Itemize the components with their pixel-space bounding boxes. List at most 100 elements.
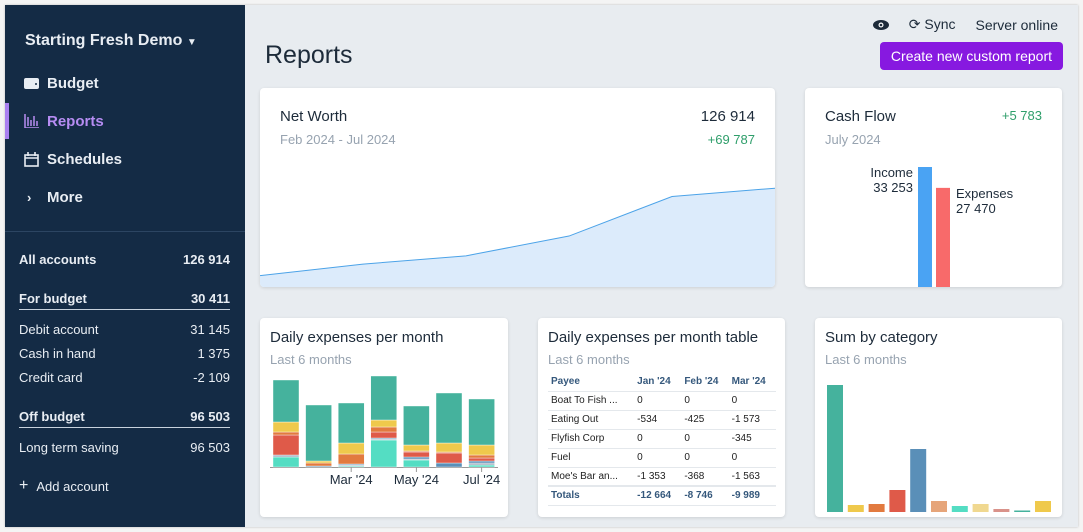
wallet-icon (5, 77, 47, 90)
nav-schedules[interactable]: Schedules (5, 141, 245, 177)
stacked-segment[interactable] (435, 392, 463, 444)
category-bar[interactable] (951, 506, 968, 512)
account-credit[interactable]: Credit card -2 109 (19, 370, 230, 385)
table-row[interactable]: Moe's Bar an... -1 353 -368 -1 563 (548, 467, 776, 487)
stacked-segment[interactable] (403, 451, 430, 458)
nav-label: Reports (47, 112, 104, 130)
stacked-segment[interactable] (272, 431, 300, 436)
stacked-segment[interactable] (435, 462, 463, 468)
column-header[interactable]: Mar '24 (728, 372, 776, 392)
stacked-segment[interactable] (468, 462, 495, 466)
table-row[interactable]: Flyfish Corp 0 0 -345 (548, 429, 776, 449)
stacked-segment[interactable] (370, 431, 398, 439)
table-row[interactable]: Fuel 0 0 0 (548, 448, 776, 468)
column-header[interactable]: Payee (548, 372, 635, 392)
nav-label: More (47, 188, 83, 206)
stacked-segment[interactable] (305, 462, 332, 467)
expenses-table-card[interactable]: Daily expenses per month table Last 6 mo… (538, 318, 785, 517)
net-worth-card[interactable]: Net Worth Feb 2024 - Jul 2024 126 914 +6… (260, 88, 775, 287)
stacked-segment[interactable] (272, 454, 300, 458)
category-bar[interactable] (931, 501, 947, 512)
stacked-segment[interactable] (468, 464, 495, 468)
category-bar[interactable] (972, 504, 989, 512)
card-title: Sum by category (825, 329, 938, 346)
cash-flow-bar-income[interactable] (918, 167, 932, 287)
stacked-segment[interactable] (370, 419, 398, 428)
category-bar[interactable] (889, 490, 906, 512)
stacked-segment[interactable] (370, 439, 398, 468)
expenses-label: Expenses 27 470 (956, 186, 1013, 216)
daily-expenses-card[interactable]: Daily expenses per month Last 6 months M… (260, 318, 508, 517)
table-row[interactable]: Boat To Fish ... 0 0 0 (548, 391, 776, 411)
stacked-segment[interactable] (468, 398, 495, 446)
budget-name-menu[interactable]: Starting Fresh Demo ▼ (25, 32, 197, 50)
stacked-segment[interactable] (272, 434, 300, 456)
app: Starting Fresh Demo ▼ Budget Reports Sch… (5, 5, 1078, 527)
plus-icon: + (19, 477, 29, 494)
nav-reports[interactable]: Reports (5, 103, 245, 139)
category-bar[interactable] (827, 385, 843, 512)
category-bar[interactable] (1035, 501, 1051, 512)
server-status[interactable]: Server online (975, 16, 1059, 33)
sum-by-category-card[interactable]: Sum by category Last 6 months (815, 318, 1062, 517)
table-cell: 0 (634, 429, 682, 449)
column-header[interactable]: Jan '24 (634, 372, 682, 392)
stacked-segment[interactable] (305, 404, 332, 462)
stacked-segment[interactable] (272, 421, 300, 433)
nav-more[interactable]: › More (5, 179, 245, 215)
category-bar[interactable] (910, 449, 927, 512)
eye-icon[interactable] (872, 17, 889, 33)
page-title: Reports (265, 41, 353, 69)
income-value: 33 253 (873, 180, 913, 195)
column-header[interactable]: Feb '24 (681, 372, 729, 392)
create-custom-report-button[interactable]: Create new custom report (879, 42, 1063, 70)
category-bar[interactable] (993, 509, 1010, 512)
nav-budget[interactable]: Budget (5, 65, 245, 101)
stacked-segment[interactable] (403, 405, 430, 446)
category-bar[interactable] (868, 504, 885, 512)
account-all[interactable]: All accounts 126 914 (19, 252, 230, 267)
card-subtitle: July 2024 (825, 132, 881, 147)
stacked-segment[interactable] (403, 456, 430, 460)
category-bar[interactable] (847, 505, 864, 512)
account-cash[interactable]: Cash in hand 1 375 (19, 346, 230, 361)
table-cell: -345 (728, 429, 776, 449)
total-cell: -12 664 (634, 485, 682, 506)
stacked-segment[interactable] (403, 444, 430, 452)
table-cell: Eating Out (548, 410, 635, 430)
table-cell: 0 (728, 448, 776, 468)
account-debit[interactable]: Debit account 31 145 (19, 322, 230, 337)
cash-flow-card[interactable]: Cash Flow July 2024 +5 783 Income 33 253 … (805, 88, 1062, 287)
stacked-segment[interactable] (468, 457, 495, 462)
account-group-for-budget[interactable]: For budget 30 411 (19, 291, 230, 310)
account-long-term[interactable]: Long term saving 96 503 (19, 440, 230, 455)
account-group-off-budget[interactable]: Off budget 96 503 (19, 409, 230, 428)
stacked-segment[interactable] (337, 442, 365, 455)
category-bar[interactable] (1014, 510, 1031, 513)
x-tick-label: May '24 (394, 472, 439, 487)
stacked-segment[interactable] (370, 426, 398, 433)
stacked-segment[interactable] (435, 452, 463, 464)
stacked-segment[interactable] (403, 459, 430, 468)
table-row[interactable]: Eating Out -534 -425 -1 573 (548, 410, 776, 430)
card-subtitle: Feb 2024 - Jul 2024 (280, 132, 396, 147)
stacked-segment[interactable] (468, 454, 495, 459)
add-account-button[interactable]: + Add account (19, 477, 230, 495)
chevron-right-icon: › (27, 189, 32, 205)
bar-chart-icon (5, 114, 47, 128)
stacked-segment[interactable] (468, 460, 495, 464)
sync-button[interactable]: ⟳ Sync (909, 16, 956, 33)
stacked-segment[interactable] (370, 375, 398, 421)
stacked-segment[interactable] (337, 402, 365, 444)
cash-flow-chart (918, 167, 950, 287)
table-cell: -534 (634, 410, 682, 430)
cash-flow-bar-expenses[interactable] (936, 187, 950, 287)
stacked-segment[interactable] (272, 379, 300, 423)
stacked-segment[interactable] (337, 453, 365, 465)
stacked-segment[interactable] (272, 456, 300, 468)
stacked-segment[interactable] (468, 444, 495, 456)
stacked-segment[interactable] (305, 460, 332, 464)
stacked-segment[interactable] (435, 442, 463, 453)
cash-flow-change: +5 783 (1001, 108, 1042, 123)
add-account-label: Add account (36, 479, 109, 494)
